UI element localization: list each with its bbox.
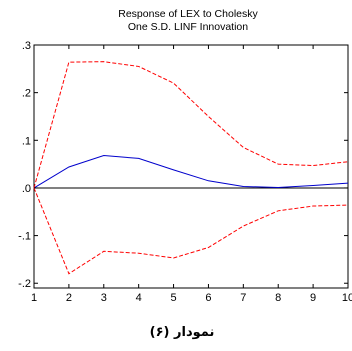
y-tick-label: -.1 bbox=[18, 231, 31, 243]
x-tick-label: 2 bbox=[66, 292, 72, 304]
x-tick-label: 8 bbox=[275, 292, 281, 304]
series-line-lower-band bbox=[33, 187, 349, 275]
x-tick-label: 3 bbox=[101, 292, 107, 304]
x-tick-label: 4 bbox=[136, 292, 142, 304]
x-tick-label: 7 bbox=[240, 292, 246, 304]
series-line-response bbox=[33, 155, 349, 189]
series-line-upper-band bbox=[33, 61, 349, 189]
axes: .3 .2 .1 .0 -.1 -.21 2 3 4 5 6 7 8 9 10 bbox=[18, 40, 352, 304]
plot-area bbox=[33, 61, 349, 275]
x-tick-label: 1 bbox=[31, 292, 37, 304]
x-tick-label: 5 bbox=[170, 292, 176, 304]
y-tick-label: .1 bbox=[22, 135, 31, 147]
y-tick-label: .0 bbox=[22, 183, 31, 195]
x-tick-label: 10 bbox=[342, 292, 352, 304]
figure-caption: نمودار (۶) bbox=[150, 325, 215, 340]
y-tick-label: .2 bbox=[22, 88, 31, 100]
chart-subtitle: One S.D. LINF Innovation bbox=[128, 21, 248, 33]
plot-frame bbox=[33, 44, 349, 289]
x-tick-label: 6 bbox=[205, 292, 211, 304]
chart-title: Response of LEX to Cholesky bbox=[118, 8, 258, 20]
y-tick-label: -.2 bbox=[18, 278, 31, 290]
x-tick-label: 9 bbox=[310, 292, 316, 304]
y-tick-label: .3 bbox=[22, 40, 31, 52]
